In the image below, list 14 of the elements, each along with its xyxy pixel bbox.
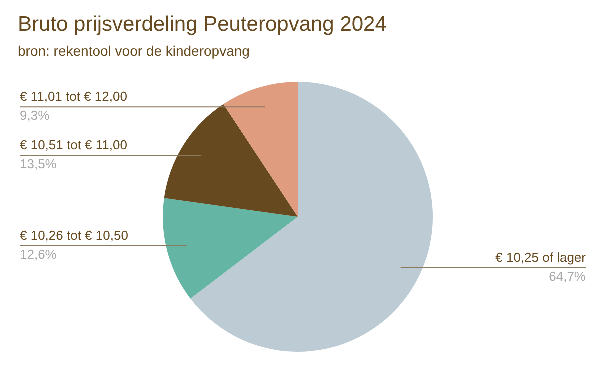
- data-label: 9,3%: [20, 108, 50, 124]
- slice-label: € 11,01 tot € 12,00: [20, 89, 128, 104]
- chart-title: Bruto prijsverdeling Peuteropvang 2024: [18, 13, 388, 36]
- pie-slice: [224, 82, 298, 217]
- chart-subtitle: bron: rekentool voor de kinderopvang: [18, 43, 250, 59]
- pie-slice: [190, 82, 433, 352]
- pie-slice: [163, 198, 298, 299]
- slice-label: € 10,25 of lager: [496, 250, 587, 265]
- slice-label: € 10,26 tot € 10,50: [20, 228, 128, 244]
- data-label: 13,5%: [20, 156, 58, 172]
- data-label: 64,7%: [549, 268, 586, 284]
- pie-slice: [164, 104, 298, 217]
- slice-label: € 10,51 tot € 11,00: [20, 138, 128, 153]
- data-label: 12,6%: [20, 247, 58, 262]
